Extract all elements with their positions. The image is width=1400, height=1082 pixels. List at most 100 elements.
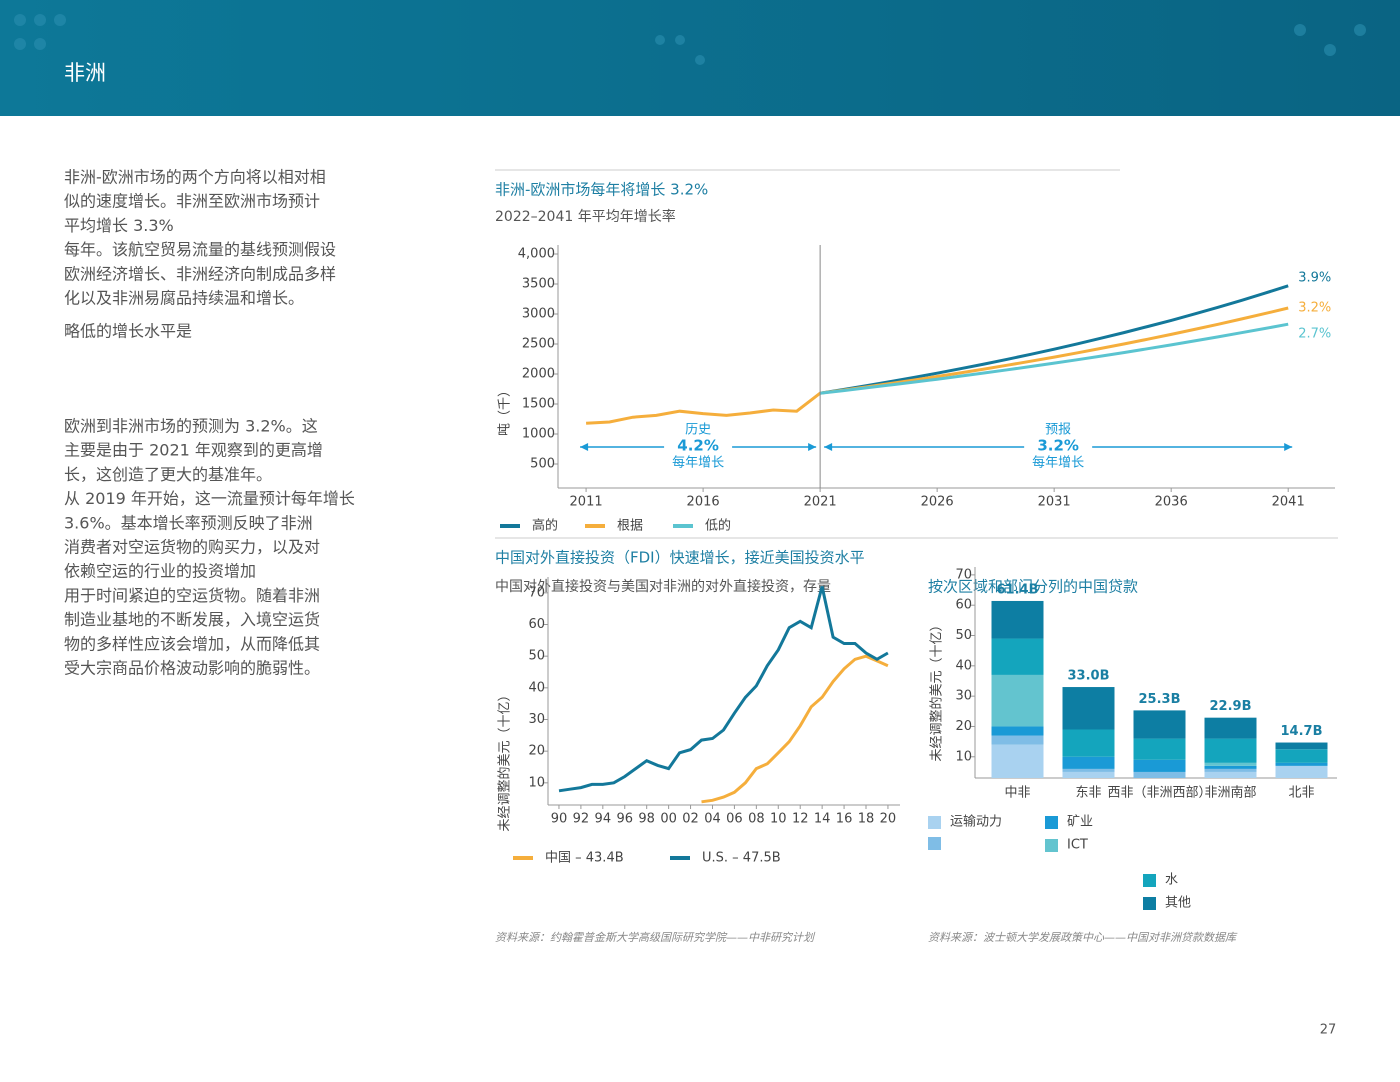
- source: 资料来源：约翰霍普金斯大学高级国际研究学院——中非研究计划: [495, 931, 816, 944]
- bar-segment: [991, 726, 1044, 736]
- source: 资料来源：波士顿大学发展政策中心——中国对非洲贷款数据库: [928, 931, 1238, 944]
- paragraph-line: 受大宗商品价格波动影响的脆弱性。: [64, 659, 320, 678]
- chart-subtitle: 2022–2041 年平均年增长率: [495, 208, 676, 225]
- legend-label: U.S. – 47.5B: [702, 851, 781, 866]
- bar-segment: [991, 744, 1044, 778]
- x-tick-label: 2016: [687, 495, 720, 510]
- paragraph-line: 物的多样性应该会增加，从而降低其: [64, 634, 320, 653]
- x-tick-label: 2036: [1155, 495, 1188, 510]
- y-tick-label: 20: [955, 719, 972, 734]
- bar-segment: [1204, 765, 1257, 769]
- legend-label: 低的: [705, 518, 731, 534]
- total-label: 25.3B: [1139, 692, 1181, 707]
- label-bg: [1024, 425, 1093, 469]
- x-tick-label: 2026: [921, 495, 954, 510]
- x-tick-label: 2041: [1272, 495, 1305, 510]
- paragraph-line: 用于时间紧迫的空运货物。随着非洲: [64, 586, 320, 605]
- total-label: 22.9B: [1210, 699, 1252, 714]
- y-tick-label: 30: [955, 689, 972, 704]
- y-tick-label: 4,000: [518, 247, 555, 262]
- y-tick-label: 1000: [522, 427, 555, 442]
- y-tick-label: 1500: [522, 397, 555, 412]
- bar-segment: [1062, 771, 1115, 778]
- y-axis-label: 未经调整的美元（十亿）: [497, 688, 513, 831]
- period-note: 每年增长: [1032, 455, 1084, 471]
- period-rate: 4.2%: [677, 437, 719, 455]
- legend-swatch: [1143, 897, 1156, 910]
- series-line: [819, 322, 1289, 395]
- header-title: 非洲: [64, 61, 106, 85]
- paragraph-line: 3.6%。基本增长率预测反映了非洲: [64, 513, 313, 532]
- bar-segment: [1204, 717, 1257, 739]
- legend-swatch: [1045, 839, 1058, 852]
- period-name: 历史: [685, 423, 711, 438]
- arrow-head: [1284, 443, 1293, 451]
- x-tick-label: 西非（非洲西部）: [1107, 786, 1211, 801]
- paragraph-line: 依赖空运的行业的投资增加: [64, 562, 256, 581]
- bar-segment: [1275, 742, 1328, 750]
- total-label: 61.4B: [997, 582, 1039, 597]
- x-tick-label: 90: [551, 812, 568, 827]
- paragraph-line: 消费者对空运货物的购买力，以及对: [64, 538, 320, 557]
- bar-segment: [1275, 762, 1328, 766]
- period-rate: 3.2%: [1037, 437, 1079, 455]
- paragraph-line: 每年。该航空贸易流量的基线预测假设: [64, 240, 336, 259]
- y-tick-label: 50: [528, 649, 545, 664]
- x-tick-label: 08: [748, 812, 765, 827]
- legend-label: 水: [1165, 873, 1178, 888]
- legend-label: 根据: [617, 519, 643, 534]
- label-bg: [664, 425, 733, 469]
- bar-segment: [1062, 729, 1115, 757]
- bar-segment: [1204, 762, 1257, 766]
- series-line: [586, 306, 1289, 425]
- paragraph-line: 长，这创造了更大的基准年。: [64, 465, 272, 484]
- bar-segment: [1204, 768, 1257, 772]
- bar-segment: [991, 735, 1044, 745]
- x-tick-label: 14: [814, 812, 831, 827]
- bar-segment: [991, 638, 1044, 675]
- paragraph-line: 非洲-欧洲市场的两个方向将以相对相: [64, 168, 326, 187]
- y-tick-label: 70: [528, 585, 545, 600]
- x-tick-label: 00: [660, 812, 677, 827]
- bar-segment: [991, 674, 1044, 727]
- x-tick-label: 96: [616, 812, 633, 827]
- legend-swatch: [1143, 874, 1156, 887]
- y-tick-label: 3500: [522, 277, 555, 292]
- bar-segment: [1062, 768, 1115, 772]
- paragraph-line: 欧洲到非洲市场的预测为 3.2%。这: [64, 417, 318, 436]
- x-tick-label: 非洲南部: [1204, 785, 1256, 801]
- x-tick-label: 18: [858, 812, 875, 827]
- x-tick-label: 中非: [1004, 786, 1030, 801]
- paragraph-line: 略低的增长水平是: [64, 322, 192, 341]
- bar-segment: [1062, 756, 1115, 769]
- paragraph-line: 主要是由于 2021 年观察到的更高增: [64, 441, 323, 460]
- y-tick-label: 10: [528, 775, 545, 790]
- x-tick-label: 10: [770, 812, 787, 827]
- x-tick-label: 20: [880, 812, 897, 827]
- x-tick-label: 06: [726, 812, 743, 827]
- paragraph-line: 化以及非洲易腐品持续温和增长。: [64, 289, 304, 308]
- y-tick-label: 20: [528, 744, 545, 759]
- bar-segment: [1204, 771, 1257, 778]
- bar-segment: [1062, 687, 1115, 730]
- arrow-head: [824, 443, 833, 451]
- end-label: 3.2%: [1298, 301, 1331, 316]
- legend-label: 矿业: [1067, 815, 1093, 830]
- paragraph-line: 似的速度增长。非洲至欧洲市场预计: [64, 192, 320, 211]
- bar-segment: [1133, 710, 1186, 739]
- x-tick-label: 12: [792, 812, 809, 827]
- y-tick-label: 50: [955, 628, 972, 643]
- y-tick-label: 10: [955, 749, 972, 764]
- total-label: 14.7B: [1281, 724, 1323, 739]
- bar-segment: [1275, 765, 1328, 778]
- series-line: [819, 284, 1289, 395]
- y-tick-label: 40: [955, 658, 972, 673]
- legend-label: 高的: [532, 518, 558, 534]
- x-tick-label: 98: [638, 812, 655, 827]
- y-tick-label: 2000: [522, 367, 555, 382]
- total-label: 33.0B: [1068, 669, 1110, 684]
- y-tick-label: 500: [530, 457, 555, 472]
- legend-swatch: [1045, 816, 1058, 829]
- end-label: 2.7%: [1298, 327, 1331, 342]
